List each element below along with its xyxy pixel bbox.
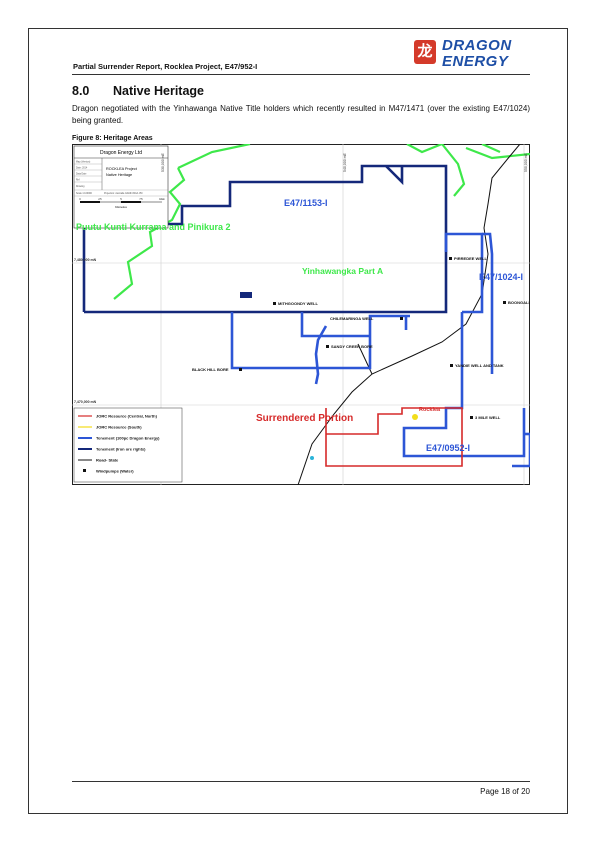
scale-tick-2: 5 (120, 199, 122, 201)
tenement-label-1153: E47/1153-I (284, 198, 328, 208)
legend-label-tenement-dragon: Tenement (100pc Dragon Energy) (96, 436, 160, 441)
tb-row-2: Date: 2014 (76, 167, 88, 170)
map-subject: Native Heritage (106, 173, 132, 177)
section-number: 8.0 (72, 84, 90, 98)
grid-label-e3: 550,000 mE (524, 152, 528, 172)
legend-label-windpump: Windpumps (Water) (96, 469, 134, 474)
well-label-yandie: YANDIE WELL AND TANK (455, 363, 504, 368)
logo-line-2: ENERGY (442, 53, 509, 70)
grid-label-n2: 7,470,000 mN (74, 400, 97, 404)
figure-caption: Figure 8: Heritage Areas (72, 135, 153, 142)
grid-label-n1: 7,480,000 mN (74, 258, 97, 262)
page-border (28, 28, 568, 814)
dragon-logo-icon: 龙 (414, 40, 436, 64)
header-rule (72, 74, 530, 75)
grid-label-e1: 530,000 mE (161, 152, 165, 172)
grid-label-e2: 540,000 mE (343, 152, 347, 172)
scale-tick-0: 0 (79, 199, 81, 201)
company-logo: 龙 DRAGON ENERGY (414, 38, 530, 72)
map-title-block: Dragon Energy Ltd Map (Version) Date: 20… (73, 145, 169, 229)
legend-label-jorc-central: JORC Resource (Central, North) (96, 414, 158, 419)
scale-tick-4: 10km (159, 199, 165, 201)
map-project: ROCKLEA Project (106, 167, 138, 171)
well-label-boongall: BOONGALL WELL (508, 300, 530, 305)
scale-tick-1: 2.5 (98, 199, 102, 201)
map-company: Dragon Energy Ltd (100, 150, 142, 156)
legend-swatch-windpump (83, 469, 86, 472)
logo-text: DRAGON ENERGY (442, 38, 512, 70)
small-blocks (240, 292, 252, 298)
tb-row-3: Data Date (76, 173, 87, 176)
well-label-black-hill: BLACK HILL BORE (192, 367, 229, 372)
rocklea-label: Rocklea (419, 407, 441, 413)
heritage-label-yinhawangka: Yinhawangka Part A (302, 266, 383, 276)
legend-label-tenement-iron: Tenement (Iron ore rights) (96, 447, 146, 452)
logo-line-1: DRAGON (442, 37, 512, 54)
grid-labels: 530,000 mE 540,000 mE 550,000 mE 7,480,0… (74, 152, 528, 404)
surrendered-portion-outline (325, 407, 463, 467)
tb-row-5: Drawing (76, 185, 85, 188)
well-label-pirredee: PIRREDEE WELL (454, 256, 487, 261)
heritage-label-puutu: Puutu Kunti Kurrama and Pinikura 2 (76, 222, 231, 232)
jorc-south-dot (412, 414, 418, 420)
map-legend: JORC Resource (Central, North) JORC Reso… (73, 407, 183, 483)
scale-tick-3: 7.5 (139, 199, 143, 201)
heritage-map: Dragon Energy Ltd Map (Version) Date: 20… (72, 142, 544, 486)
tenement-label-0952: E47/0952-I (426, 443, 470, 453)
body-paragraph: Dragon negotiated with the Yinhawanga Na… (72, 104, 530, 125)
legend-label-road: Road- State (96, 458, 119, 463)
scale-label: Kilometres (115, 206, 128, 209)
well-labels: PIRREDEE WELL BOONGALL WELL MITHGOONDY W… (192, 256, 544, 420)
feature-dot (310, 456, 314, 460)
well-label-chilemaringa: CHILEMARINGA WELL (330, 316, 374, 321)
header-title: Partial Surrender Report, Rocklea Projec… (73, 62, 258, 71)
well-label-mithgoondy: MITHGOONDY WELL (278, 301, 318, 306)
legend-label-jorc-south: JORC Resource (South) (96, 425, 142, 430)
tb-row-4: Ref (76, 180, 80, 182)
section-title: Native Heritage (113, 84, 205, 98)
tenement-label-1024: E47/1024-I (479, 272, 523, 282)
well-label-sandy-creek: SANDY CREEK BORE (331, 344, 373, 349)
surrendered-portion-label: Surrendered Portion (256, 413, 353, 424)
page-number: Page 18 of 20 (480, 787, 530, 796)
tb-projection: Projection: Australia GDA94 MGA z50 (104, 192, 143, 195)
footer-rule (72, 781, 530, 782)
windpump-markers (239, 257, 506, 419)
tb-row-6: Scale 1:100000 (76, 193, 93, 195)
tb-row-1: Map (Version) (76, 161, 91, 164)
well-label-3-mile: 3 MILE WELL (475, 415, 501, 420)
